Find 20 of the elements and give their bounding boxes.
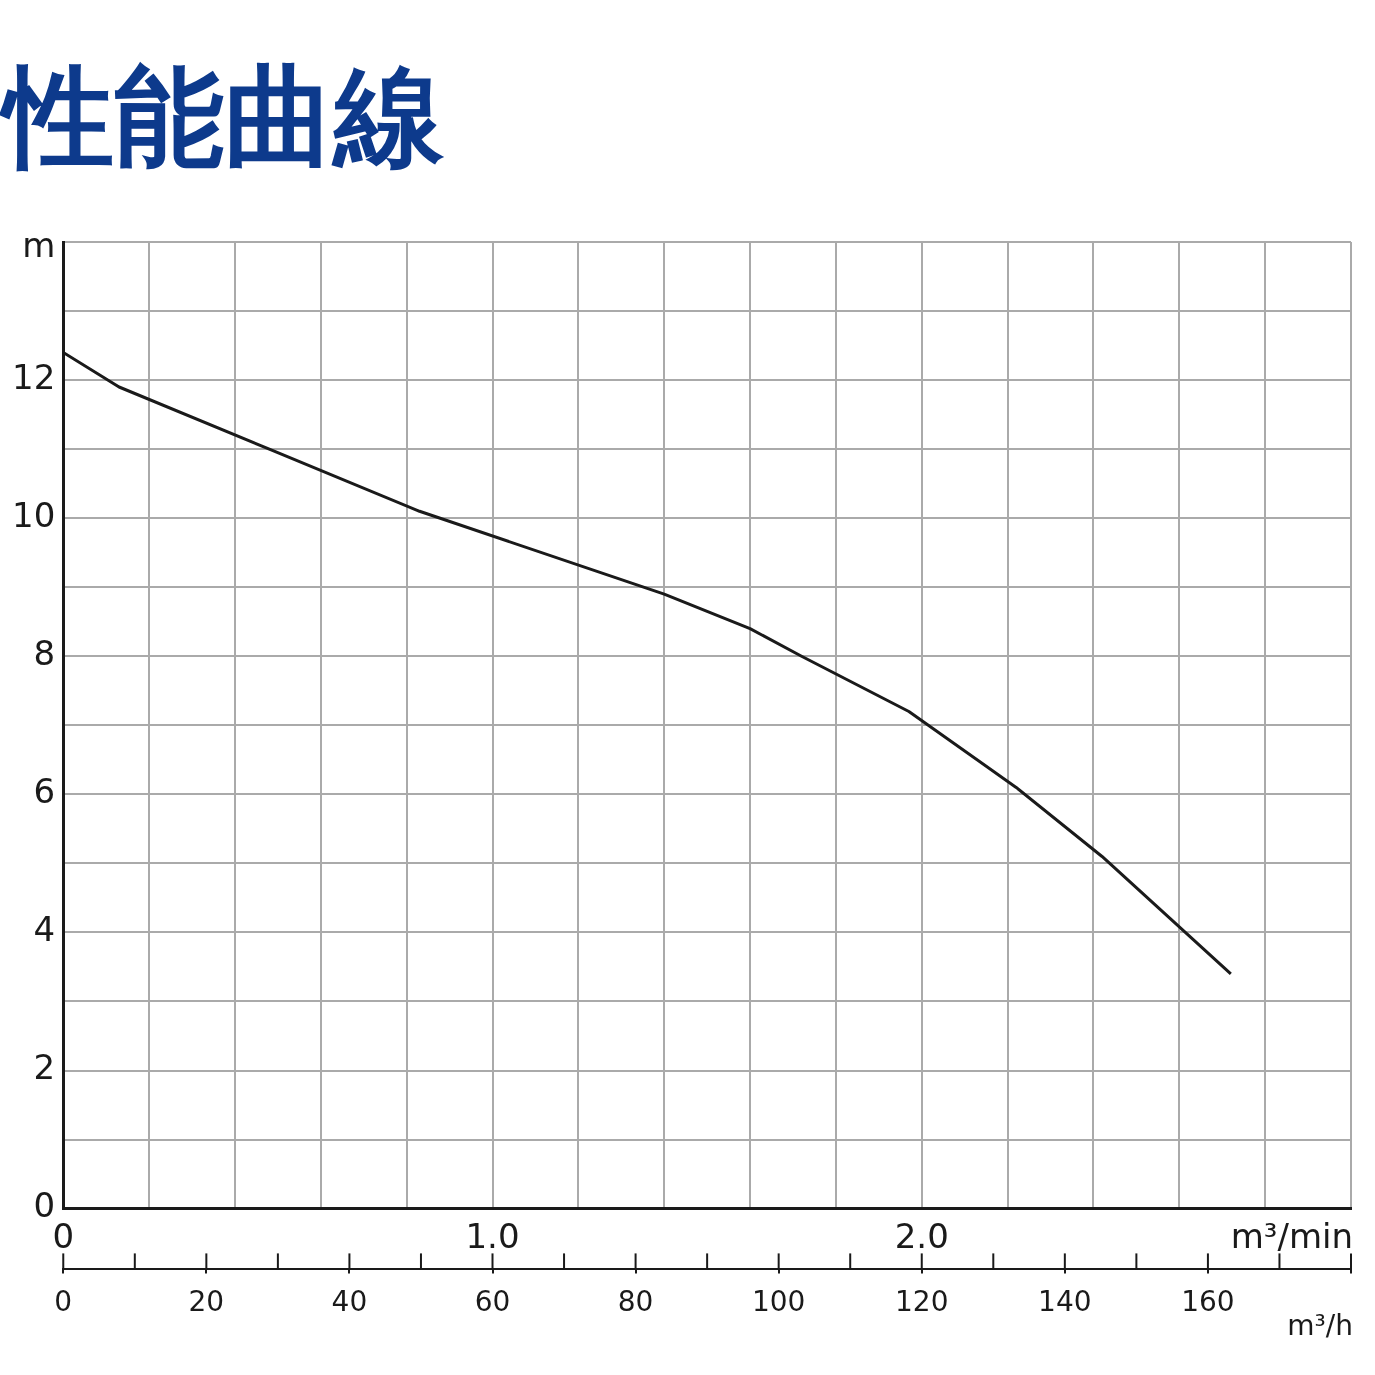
x-tick-label: 1.0: [465, 1215, 520, 1256]
y-axis-title: m: [22, 224, 56, 265]
y-tick-label: 2: [33, 1047, 56, 1088]
x2-tick-label: 40: [331, 1285, 368, 1319]
y-tick-label: 6: [33, 771, 56, 812]
x2-tick-label: 80: [617, 1285, 654, 1319]
x2-tick-label: 20: [188, 1285, 225, 1319]
y-tick-label: 4: [33, 909, 56, 950]
x2-tick-label: 100: [751, 1285, 806, 1319]
x2-tick-label: 120: [895, 1285, 949, 1319]
x2-tick-label: 60: [474, 1285, 511, 1319]
y-tick-label: 0: [33, 1185, 56, 1226]
x2-tick-label: 160: [1181, 1285, 1235, 1319]
x2-axis-title: m³/h: [1287, 1308, 1353, 1342]
y-tick-label: 12: [12, 356, 56, 397]
y-tick-label: 8: [33, 633, 56, 674]
x2-tick-label: 140: [1038, 1285, 1092, 1319]
x-tick-label: 2.0: [894, 1215, 949, 1256]
x-axis-title: m³/min: [1230, 1216, 1353, 1257]
y-tick-label: 10: [12, 495, 56, 535]
